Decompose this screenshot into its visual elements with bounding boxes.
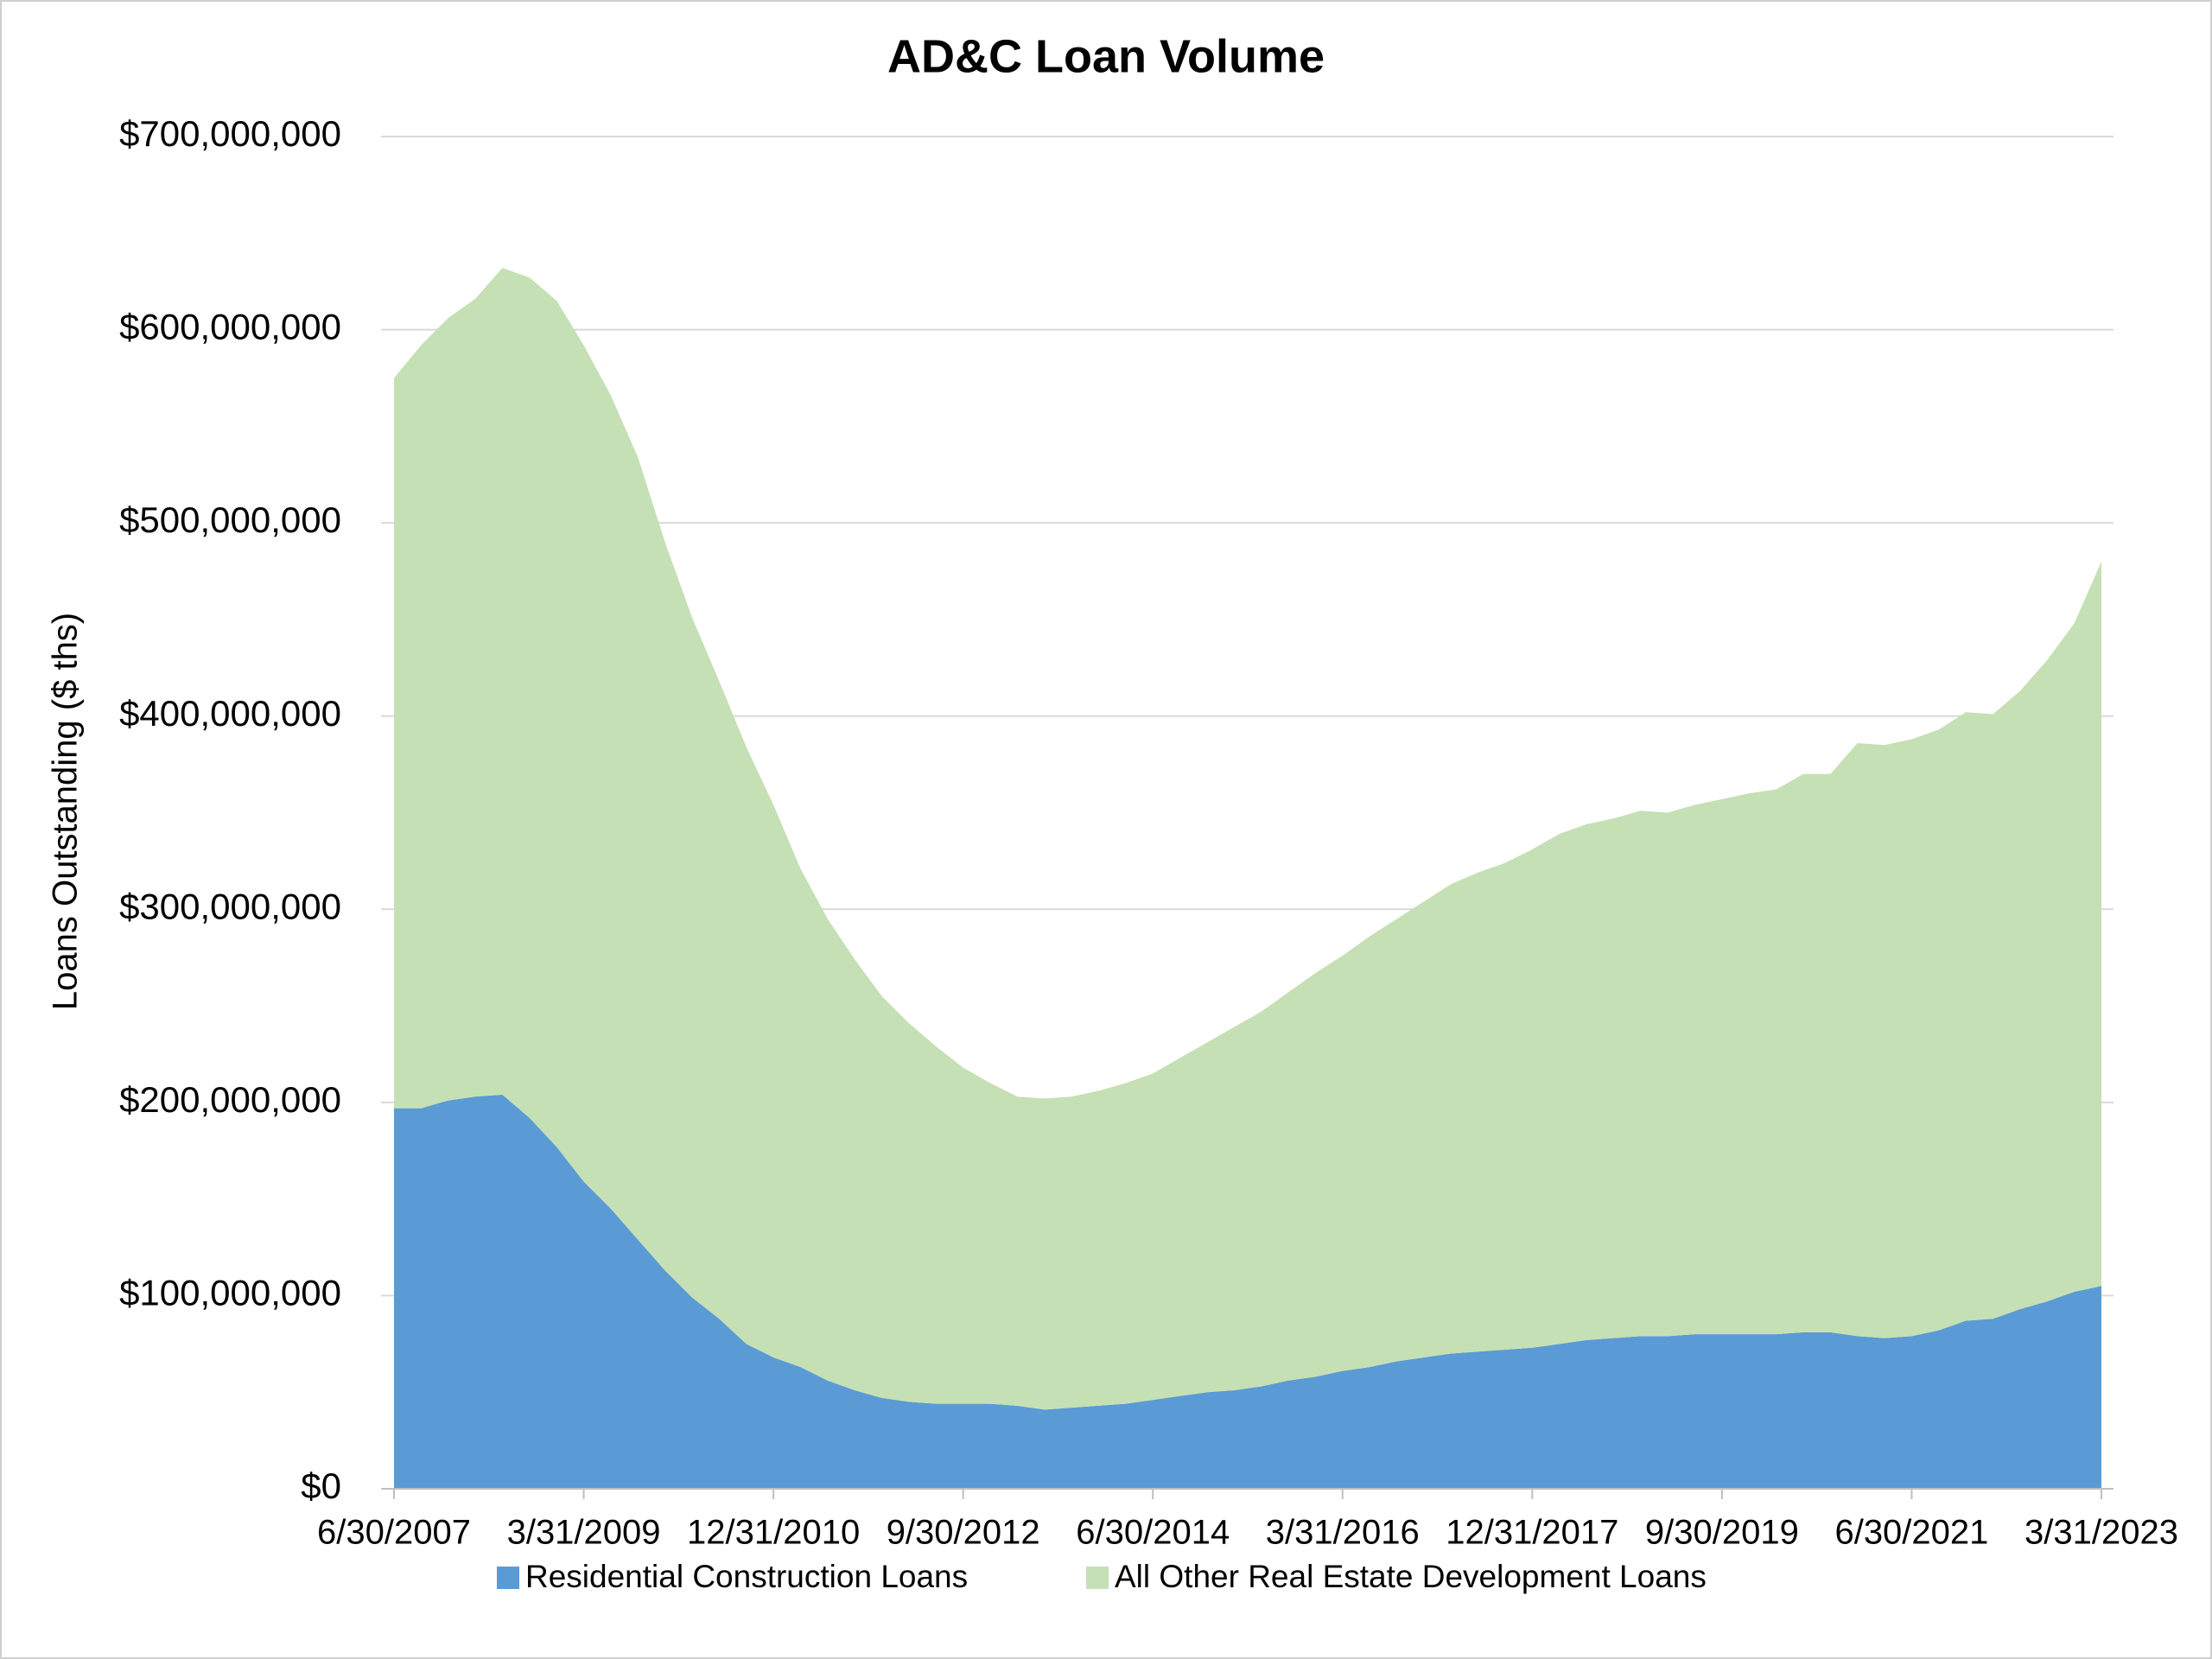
x-tick-label: 6/30/2014: [1076, 1514, 1230, 1552]
x-tick-label: 3/31/2023: [2024, 1514, 2178, 1552]
y-tick-label: $300,000,000: [119, 886, 341, 926]
legend-label: Residential Construction Loans: [525, 1559, 968, 1594]
x-tick-label: 12/31/2017: [1446, 1514, 1618, 1552]
area: [394, 1094, 2101, 1489]
x-tick-label: 3/31/2009: [507, 1514, 661, 1552]
y-tick-label: $0: [301, 1465, 341, 1506]
x-tick-label: 3/31/2016: [1266, 1514, 1420, 1552]
x-tick-label: 9/30/2019: [1645, 1514, 1799, 1552]
legend-label: All Other Real Estate Development Loans: [1115, 1559, 1707, 1594]
legend-swatch: [497, 1567, 519, 1589]
chart-title: AD&C Loan Volume: [887, 30, 1325, 82]
y-tick-label: $500,000,000: [119, 499, 341, 540]
legend-swatch: [1086, 1567, 1109, 1589]
y-axis-label: Loans Outstanding ($ ths): [47, 613, 85, 1010]
x-tick-label: 6/30/2021: [1834, 1514, 1988, 1552]
y-tick-label: $700,000,000: [119, 113, 341, 154]
y-tick-label: $200,000,000: [119, 1079, 341, 1120]
y-tick-label: $100,000,000: [119, 1273, 341, 1313]
y-tick-label: $600,000,000: [119, 307, 341, 347]
x-tick-label: 12/31/2010: [687, 1514, 860, 1552]
x-tick-label: 9/30/2012: [887, 1514, 1040, 1552]
area: [394, 268, 2101, 1410]
x-tick-label: 6/30/2007: [317, 1514, 471, 1552]
y-tick-label: $400,000,000: [119, 693, 341, 734]
